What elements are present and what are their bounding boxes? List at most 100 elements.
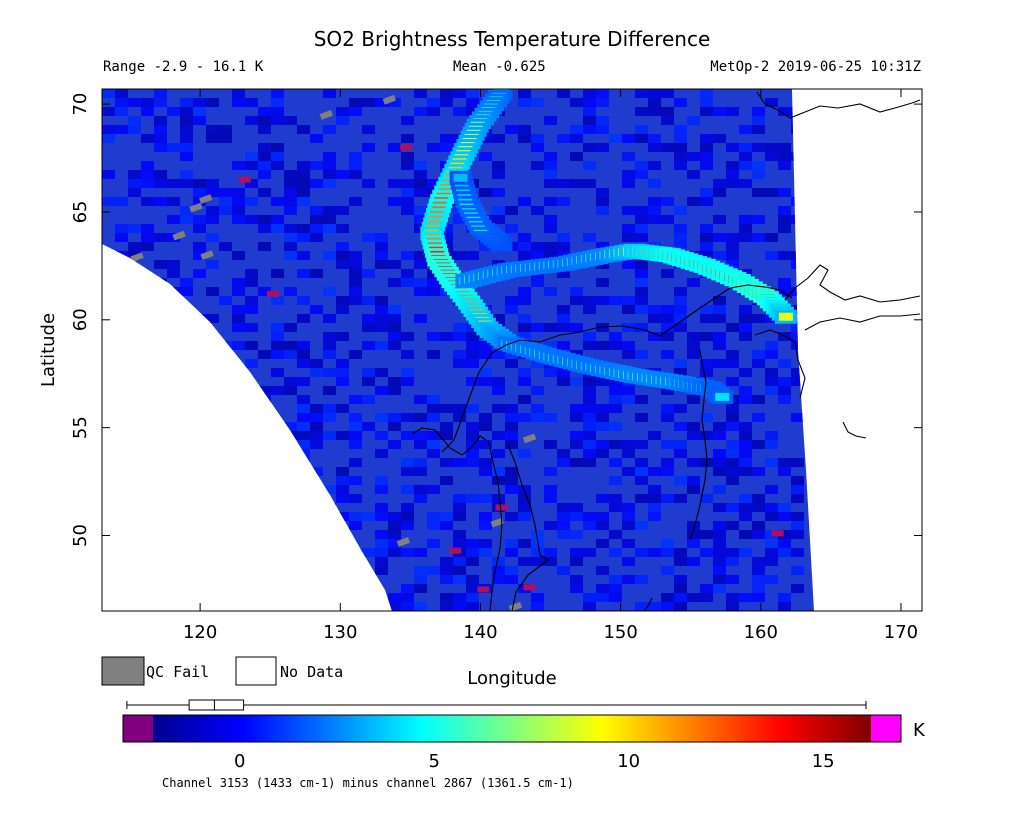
- background-pixel: [102, 386, 115, 395]
- background-pixel: [128, 485, 141, 494]
- background-pixel: [349, 431, 362, 440]
- background-pixel: [492, 431, 505, 440]
- background-pixel: [180, 377, 193, 386]
- background-pixel: [622, 233, 635, 242]
- background-pixel: [765, 377, 778, 386]
- background-pixel: [726, 350, 739, 359]
- background-pixel: [778, 359, 791, 368]
- background-pixel: [362, 368, 375, 377]
- background-pixel: [414, 107, 427, 116]
- background-pixel: [388, 530, 401, 539]
- background-pixel: [102, 431, 115, 440]
- background-pixel: [596, 422, 609, 431]
- background-pixel: [700, 233, 713, 242]
- background-pixel: [388, 179, 401, 188]
- background-pixel: [180, 440, 193, 449]
- background-pixel: [505, 206, 518, 215]
- background-pixel: [687, 521, 700, 530]
- background-pixel: [726, 476, 739, 485]
- background-pixel: [596, 539, 609, 548]
- background-pixel: [557, 521, 570, 530]
- background-pixel: [232, 341, 245, 350]
- background-pixel: [362, 548, 375, 557]
- background-pixel: [375, 233, 388, 242]
- coastline-kurils: [643, 597, 653, 611]
- background-pixel: [466, 602, 479, 611]
- background-pixel: [167, 530, 180, 539]
- background-pixel: [297, 251, 310, 260]
- background-pixel: [700, 143, 713, 152]
- background-pixel: [648, 215, 661, 224]
- background-pixel: [674, 134, 687, 143]
- background-pixel: [349, 593, 362, 602]
- background-pixel: [596, 377, 609, 386]
- background-pixel: [141, 548, 154, 557]
- background-pixel: [765, 485, 778, 494]
- background-pixel: [180, 143, 193, 152]
- background-pixel: [362, 512, 375, 521]
- background-pixel: [128, 125, 141, 134]
- background-pixel: [154, 494, 167, 503]
- background-pixel: [427, 404, 440, 413]
- background-pixel: [271, 152, 284, 161]
- background-pixel: [596, 404, 609, 413]
- background-pixel: [557, 269, 570, 278]
- background-pixel: [622, 134, 635, 143]
- background-pixel: [739, 143, 752, 152]
- background-pixel: [492, 170, 505, 179]
- background-pixel: [388, 260, 401, 269]
- background-pixel: [310, 548, 323, 557]
- plot-area: [102, 89, 921, 611]
- background-pixel: [258, 395, 271, 404]
- background-pixel: [193, 476, 206, 485]
- background-pixel: [713, 539, 726, 548]
- background-pixel: [596, 323, 609, 332]
- background-pixel: [115, 350, 128, 359]
- background-pixel: [362, 296, 375, 305]
- background-pixel: [141, 107, 154, 116]
- background-pixel: [440, 593, 453, 602]
- background-pixel: [271, 512, 284, 521]
- background-pixel: [466, 440, 479, 449]
- background-pixel: [271, 539, 284, 548]
- background-pixel: [154, 422, 167, 431]
- background-pixel: [349, 269, 362, 278]
- mean-text: Mean -0.625: [453, 59, 546, 75]
- background-pixel: [570, 296, 583, 305]
- background-pixel: [284, 116, 297, 125]
- background-pixel: [310, 161, 323, 170]
- coastlines: [411, 91, 921, 611]
- background-pixel: [440, 143, 453, 152]
- background-pixel: [115, 530, 128, 539]
- background-pixel: [245, 116, 258, 125]
- background-pixel: [765, 431, 778, 440]
- background-pixel: [453, 557, 466, 566]
- background-pixel: [648, 314, 661, 323]
- background-pixel: [414, 431, 427, 440]
- background-pixel: [713, 134, 726, 143]
- background-pixel: [622, 152, 635, 161]
- background-pixel: [271, 224, 284, 233]
- coastline-koryak: [804, 313, 921, 331]
- background-pixel: [375, 548, 388, 557]
- background-pixel: [193, 314, 206, 323]
- background-pixel: [479, 458, 492, 467]
- background-pixel: [388, 548, 401, 557]
- background-pixel: [323, 539, 336, 548]
- colorbar-footnote: Channel 3153 (1433 cm-1) minus channel 2…: [162, 776, 574, 790]
- background-pixel: [661, 413, 674, 422]
- background-pixel: [609, 530, 622, 539]
- background-pixel: [258, 503, 271, 512]
- background-pixel: [440, 557, 453, 566]
- background-pixel: [557, 242, 570, 251]
- background-pixel: [401, 161, 414, 170]
- background-pixel: [765, 368, 778, 377]
- background-pixel: [583, 395, 596, 404]
- background-pixel: [180, 332, 193, 341]
- background-pixel: [765, 341, 778, 350]
- background-pixel: [752, 593, 765, 602]
- background-pixel: [674, 359, 687, 368]
- plume-cell: [715, 392, 730, 401]
- background-pixel: [297, 467, 310, 476]
- background-pixel: [609, 575, 622, 584]
